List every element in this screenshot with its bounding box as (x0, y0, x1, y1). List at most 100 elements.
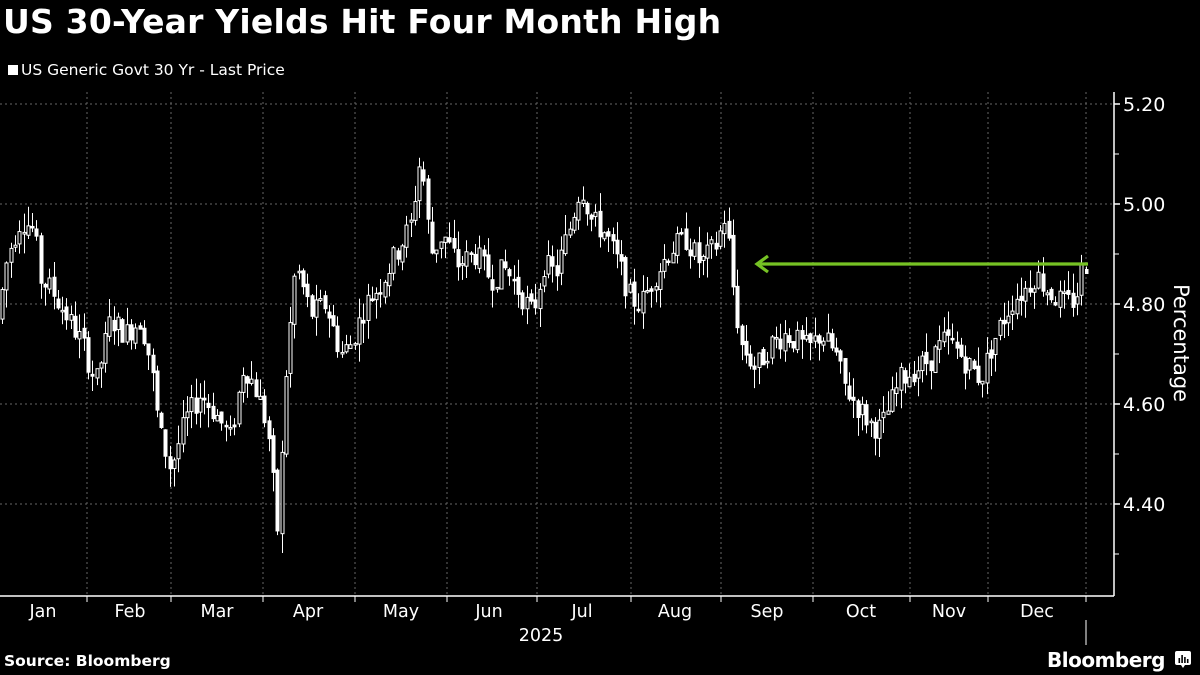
candle-body-down (731, 234, 736, 288)
x-tick-label: Jul (570, 602, 592, 622)
candle-body-down (301, 270, 306, 288)
chart-title: US 30-Year Yields Hit Four Month High (3, 2, 722, 41)
candle-body-down (245, 376, 250, 384)
candle-body-down (619, 254, 624, 262)
candle-body-up (985, 352, 990, 384)
candle-body-up (353, 343, 358, 346)
candle-body-up (1032, 288, 1037, 293)
candle-body-down (82, 327, 87, 339)
candle-body-up (344, 344, 349, 353)
candle-body-down (335, 325, 340, 353)
candle-body-up (215, 414, 220, 422)
candle-body-up (563, 234, 568, 255)
candle-body-down (778, 338, 783, 350)
candle-body-up (765, 360, 770, 364)
candle-body-down (219, 411, 224, 424)
candle-body-down (1019, 295, 1024, 301)
candle-body-down (516, 276, 521, 295)
y-tick-label: 5.00 (1123, 194, 1165, 216)
candle-body-up (409, 219, 414, 223)
candle-body-down (520, 292, 525, 310)
candle-body-up (1015, 298, 1020, 315)
candle-body-up (722, 222, 727, 235)
candle-body-up (869, 420, 874, 424)
candle-body-down (761, 348, 766, 366)
candle-body-down (744, 340, 749, 356)
candle-body-down (679, 231, 684, 235)
candle-body-up (99, 362, 104, 369)
candle-body-down (323, 295, 328, 310)
candle-body-down (254, 379, 259, 398)
candle-body-up (937, 340, 942, 350)
x-tick-label: Mar (200, 602, 234, 622)
candle-body-up (718, 230, 723, 247)
candle-body-down (142, 327, 147, 345)
candle-body-down (370, 298, 375, 302)
candle-body-up (9, 247, 14, 263)
candle-body-up (654, 286, 659, 291)
gridlines (0, 92, 1114, 596)
candle-body-up (813, 335, 818, 342)
candle-body-up (890, 389, 895, 412)
candle-body-up (692, 242, 697, 257)
candle-body-down (834, 347, 839, 353)
candle-body-down (507, 269, 512, 277)
candle-body-down (864, 404, 869, 426)
candle-body-up (181, 417, 186, 445)
candle-body-up (916, 370, 921, 379)
candle-body-down (206, 402, 211, 409)
candle-body-down (787, 335, 792, 343)
candle-body-up (107, 316, 112, 337)
candle-body-up (47, 277, 52, 290)
candle-body-down (202, 397, 207, 401)
candle-body-up (886, 410, 891, 415)
candle-body-up (907, 376, 912, 388)
candle-body-down (271, 435, 276, 473)
candle-body-down (1066, 289, 1071, 295)
candle-body-up (1062, 291, 1067, 295)
candle-body-down (361, 319, 366, 324)
candle-body-up (477, 247, 482, 269)
candle-body-down (56, 298, 61, 309)
candle-body-up (701, 255, 706, 261)
candle-body-down (976, 365, 981, 383)
candle-body-down (310, 295, 315, 317)
candle-body-down (903, 370, 908, 384)
x-tick-label: Jan (29, 602, 57, 622)
candle-body-down (486, 254, 491, 278)
candle-body-down (473, 253, 478, 266)
candle-body-down (740, 325, 745, 346)
candle-body-up (628, 283, 633, 293)
candle-body-up (198, 397, 203, 413)
candle-body-down (912, 373, 917, 383)
candle-body-down (533, 299, 538, 309)
candle-body-up (189, 397, 194, 413)
candle-body-up (559, 249, 564, 274)
candle-body-up (0, 289, 5, 320)
candle-body-down (791, 341, 796, 349)
candle-body-up (357, 317, 362, 345)
candle-body-down (1028, 287, 1033, 293)
candle-body-down (817, 335, 822, 344)
candle-body-up (757, 352, 762, 368)
candle-body-down (421, 169, 426, 182)
y-tick-label: 4.60 (1123, 394, 1165, 416)
candle-body-down (151, 354, 156, 374)
candle-body-up (103, 333, 108, 364)
candle-body-up (13, 244, 18, 248)
x-tick-label: Oct (846, 602, 876, 622)
y-tick-label: 5.20 (1123, 94, 1165, 116)
candle-body-down (112, 319, 117, 332)
arrow-head-icon (754, 254, 769, 274)
candle-body-down (950, 337, 955, 341)
candle-body-down (267, 420, 272, 440)
candle-body-down (714, 242, 719, 250)
candle-body-up (821, 340, 826, 346)
candle-body-up (593, 211, 598, 218)
candle-body-up (894, 387, 899, 395)
legend: US Generic Govt 30 Yr - Last Price (8, 61, 285, 79)
candle-body-up (404, 224, 409, 248)
candle-body-up (933, 346, 938, 373)
candle-body-down (611, 234, 616, 242)
